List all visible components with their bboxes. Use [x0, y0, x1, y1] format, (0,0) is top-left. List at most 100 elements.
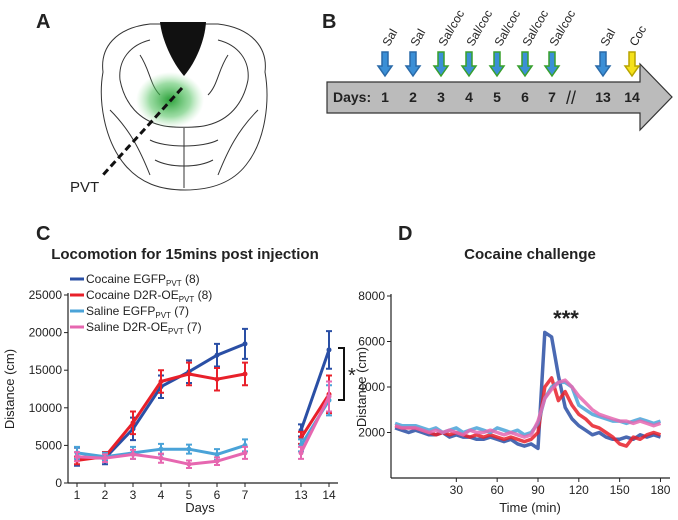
x-tick-label: 6 — [214, 488, 221, 502]
legend-name: Cocaine EGFP — [86, 272, 166, 286]
timeline-arrow — [326, 62, 673, 132]
day-label: 7 — [548, 89, 556, 105]
data-point — [298, 450, 304, 456]
injection-arrow — [516, 51, 534, 78]
data-point — [158, 455, 164, 461]
data-point — [214, 458, 220, 464]
panel-letter: C — [36, 223, 50, 245]
injection-arrow — [594, 51, 612, 78]
chart-title: Cocaine challenge — [464, 246, 596, 263]
series-line — [76, 342, 331, 460]
injection-label: Coc — [626, 23, 649, 48]
x-tick-label: 120 — [569, 483, 589, 497]
injection-label: Sal — [407, 26, 428, 48]
injection-label: Sal — [379, 26, 400, 48]
data-point — [326, 347, 332, 353]
data-point — [242, 341, 248, 347]
y-tick-label: 20000 — [29, 326, 63, 340]
panel-letter: A — [36, 11, 50, 33]
x-tick-label: 90 — [531, 483, 545, 497]
legend-count: (8) — [194, 288, 212, 302]
legend-subscript: PVT — [168, 327, 184, 336]
panel-letter: B — [322, 11, 336, 33]
y-tick-label: 6000 — [358, 335, 385, 349]
y-tick-label: 10000 — [29, 401, 63, 415]
data-point — [186, 446, 192, 452]
y-axis-label: Distance (cm) — [2, 349, 17, 429]
x-axis-label: Time (min) — [499, 500, 561, 515]
legend-name: Cocaine D2R-OE — [86, 288, 179, 302]
series-line — [394, 378, 662, 439]
legend-subscript: PVT — [166, 279, 182, 288]
y-tick-label: 2000 — [358, 426, 385, 440]
day-label: 6 — [521, 89, 529, 105]
x-tick-label: 7 — [242, 488, 249, 502]
y-tick-label: 5000 — [35, 438, 62, 452]
injection-arrow — [623, 51, 641, 78]
days-label: Days: — [333, 89, 371, 105]
day-label: 5 — [493, 89, 501, 105]
legend-count: (7) — [171, 304, 189, 318]
significance-mark: *** — [553, 306, 579, 331]
legend-count: (7) — [184, 320, 202, 334]
injection-arrow — [543, 51, 561, 78]
day-label: 4 — [465, 89, 473, 105]
data-point — [158, 446, 164, 452]
injection-label: Sal — [597, 26, 618, 48]
injection-arrow — [432, 51, 450, 78]
legend-name: Saline EGFP — [86, 304, 155, 318]
series-line — [394, 380, 662, 437]
legend-label: Cocaine D2R-OEPVT (8) — [86, 288, 212, 304]
injection-label: Sal/coc — [435, 7, 467, 48]
injection-label: Sal/coc — [546, 7, 578, 48]
y-tick-label: 15000 — [29, 363, 63, 377]
x-tick-label: 13 — [294, 488, 308, 502]
y-tick-label: 8000 — [358, 289, 385, 303]
injection-arrow — [404, 51, 422, 78]
y-tick-label: 25000 — [29, 288, 63, 302]
injection-label: Sal/coc — [491, 7, 523, 48]
legend-name: Saline D2R-OE — [86, 320, 168, 334]
significance-mark: * — [348, 365, 356, 387]
legend-count: (8) — [182, 272, 200, 286]
pointer-line — [100, 86, 184, 178]
injection-label: Sal/coc — [463, 7, 495, 48]
day-label: 2 — [409, 89, 417, 105]
legend-label: Saline D2R-OEPVT (7) — [86, 320, 202, 336]
x-tick-label: 14 — [322, 488, 336, 502]
data-point — [326, 394, 332, 400]
y-tick-label: 4000 — [358, 380, 385, 394]
legend-label: Cocaine EGFPPVT (8) — [86, 272, 200, 288]
data-point — [214, 451, 220, 457]
x-tick-label: 30 — [450, 483, 464, 497]
significance-bracket — [338, 347, 345, 401]
data-point — [242, 450, 248, 456]
day-label: 1 — [381, 89, 389, 105]
data-point — [102, 455, 108, 461]
day-label: 3 — [437, 89, 445, 105]
x-tick-label: 1 — [74, 488, 81, 502]
series-line — [394, 376, 662, 448]
x-tick-label: 4 — [158, 488, 165, 502]
legend-subscript: PVT — [155, 311, 171, 320]
break-mark: // — [566, 88, 576, 108]
legend-label: Saline EGFPPVT (7) — [86, 304, 189, 320]
day-label: 14 — [624, 89, 640, 105]
day-label: 13 — [595, 89, 611, 105]
x-tick-label: 3 — [130, 488, 137, 502]
panel-letter: D — [398, 223, 412, 245]
injection-arrow — [460, 51, 478, 78]
data-point — [214, 376, 220, 382]
data-point — [130, 451, 136, 457]
chart-title: Locomotion for 15mins post injection — [51, 246, 319, 263]
data-point — [158, 378, 164, 384]
data-point — [74, 454, 80, 460]
ventricle — [160, 22, 206, 76]
legend-subscript: PVT — [179, 295, 195, 304]
x-tick-label: 5 — [186, 488, 193, 502]
injection-arrow — [488, 51, 506, 78]
data-point — [242, 371, 248, 377]
x-axis-label: Days — [185, 500, 215, 515]
